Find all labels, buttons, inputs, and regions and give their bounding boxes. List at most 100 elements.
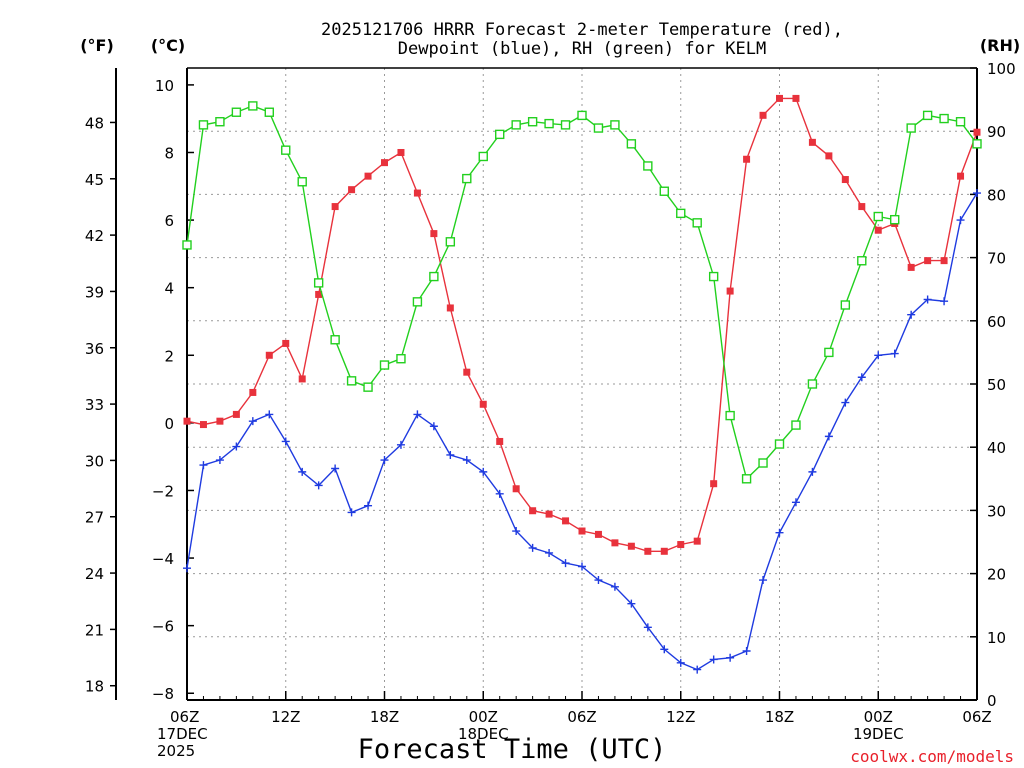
dewpoint-point bbox=[791, 498, 800, 507]
dewpoint-point bbox=[907, 310, 916, 319]
dewpoint-point bbox=[183, 564, 191, 573]
dewpoint-point bbox=[693, 665, 702, 674]
rh-point bbox=[264, 107, 274, 117]
rh-point bbox=[890, 214, 900, 225]
fahrenheit-tick-label: 39 bbox=[85, 283, 104, 301]
temperature-point bbox=[578, 527, 586, 535]
fahrenheit-tick-label: 33 bbox=[85, 396, 104, 414]
x-tick-label: 12Z bbox=[666, 708, 695, 726]
temperature-point bbox=[940, 257, 948, 265]
dewpoint-point bbox=[479, 467, 488, 476]
temperature-point bbox=[282, 339, 290, 347]
celsius-tick-label: −4 bbox=[152, 550, 174, 568]
temperature-point bbox=[973, 128, 981, 136]
dewpoint-point bbox=[973, 189, 981, 198]
fahrenheit-tick-label: 45 bbox=[85, 171, 104, 189]
rh-point bbox=[610, 120, 620, 130]
rh-point bbox=[527, 117, 538, 127]
dewpoint-point bbox=[923, 295, 932, 304]
dewpoint-point bbox=[331, 464, 340, 473]
dewpoint-point bbox=[248, 417, 257, 426]
temperature-point bbox=[924, 257, 932, 265]
axes: −8−6−4−202468101821242730333639424548010… bbox=[85, 60, 1016, 760]
dewpoint-point bbox=[429, 422, 438, 431]
temperature-point bbox=[743, 155, 751, 163]
temperature-point bbox=[907, 263, 915, 271]
rh-point bbox=[708, 271, 719, 282]
x-axis-title: Forecast Time (UTC) bbox=[358, 734, 667, 765]
chart-title: 2025121706 HRRR Forecast 2-meter Tempera… bbox=[321, 20, 843, 59]
rh-tick-label: 50 bbox=[987, 376, 1006, 394]
temperature-point bbox=[562, 517, 570, 525]
x-tick-label: 17DEC bbox=[157, 725, 208, 743]
gridlines bbox=[187, 68, 977, 700]
x-tick-label: 00Z bbox=[469, 708, 498, 726]
rh-tick-label: 0 bbox=[987, 692, 997, 710]
temperature-point bbox=[726, 287, 734, 295]
dewpoint-point bbox=[578, 562, 586, 571]
dewpoint-point bbox=[265, 410, 274, 419]
celsius-tick-label: −6 bbox=[152, 618, 174, 636]
fahrenheit-tick-label: 36 bbox=[85, 340, 104, 358]
fahrenheit-tick-label: 24 bbox=[85, 565, 104, 583]
dewpoint-point bbox=[545, 548, 554, 557]
dewpoint-point bbox=[396, 440, 405, 449]
rh-point bbox=[429, 271, 439, 282]
dewpoint-point bbox=[446, 450, 455, 459]
temperature-point bbox=[364, 172, 372, 180]
temperature-point bbox=[644, 547, 652, 555]
dewpoint-point bbox=[874, 351, 883, 360]
temperature-point bbox=[315, 290, 323, 298]
celsius-axis-unit: (°C) bbox=[151, 36, 185, 55]
rh-point bbox=[774, 439, 785, 449]
dewpoint-point bbox=[940, 297, 949, 306]
fahrenheit-axis-unit: (°F) bbox=[80, 36, 114, 55]
dewpoint-point bbox=[314, 481, 323, 490]
source-credit: coolwx.com/models bbox=[850, 747, 1014, 766]
temperature-point bbox=[957, 172, 965, 180]
rh-point bbox=[544, 118, 554, 129]
rh-tick-label: 100 bbox=[987, 60, 1016, 78]
dewpoint-point bbox=[742, 646, 751, 655]
rh-tick-label: 60 bbox=[987, 313, 1006, 331]
temperature-point bbox=[496, 437, 504, 445]
rh-point bbox=[577, 110, 587, 121]
x-tick-label: 18Z bbox=[765, 708, 794, 726]
x-tick-label: 06Z bbox=[962, 708, 991, 726]
dewpoint-point bbox=[709, 655, 718, 664]
rh-point bbox=[495, 129, 505, 140]
rh-point bbox=[363, 382, 373, 392]
dewpoint-point bbox=[380, 456, 389, 465]
temperature-point bbox=[594, 530, 602, 538]
dewpoint-point bbox=[775, 528, 784, 537]
dewpoint-point bbox=[956, 216, 965, 225]
x-tick-label: 18Z bbox=[370, 708, 399, 726]
rh-point bbox=[346, 376, 357, 386]
rh-tick-label: 80 bbox=[987, 186, 1006, 204]
celsius-tick-label: 4 bbox=[164, 280, 174, 298]
x-tick-label: 19DEC bbox=[853, 725, 904, 743]
temperature-point bbox=[759, 111, 767, 119]
celsius-tick-label: 2 bbox=[164, 347, 174, 365]
rh-tick-label: 90 bbox=[987, 123, 1006, 141]
celsius-tick-label: −8 bbox=[152, 685, 174, 703]
rh-point bbox=[182, 240, 192, 250]
dewpoint-point bbox=[281, 437, 290, 446]
dewpoint-point bbox=[232, 442, 241, 451]
rh-point bbox=[676, 208, 686, 219]
rh-tick-label: 40 bbox=[987, 439, 1006, 457]
rh-point bbox=[643, 161, 653, 171]
rh-point bbox=[840, 300, 851, 310]
temperature-point bbox=[298, 375, 306, 383]
rh-point bbox=[462, 173, 472, 184]
dewpoint-point bbox=[890, 349, 899, 358]
temperature-point bbox=[446, 304, 454, 312]
temperature-point bbox=[199, 421, 207, 429]
data-series bbox=[182, 94, 982, 674]
temperature-point bbox=[512, 485, 520, 493]
temperature-point bbox=[430, 230, 438, 238]
temperature-point bbox=[808, 138, 816, 146]
rh-point bbox=[955, 117, 966, 127]
temperature-point bbox=[249, 388, 257, 396]
